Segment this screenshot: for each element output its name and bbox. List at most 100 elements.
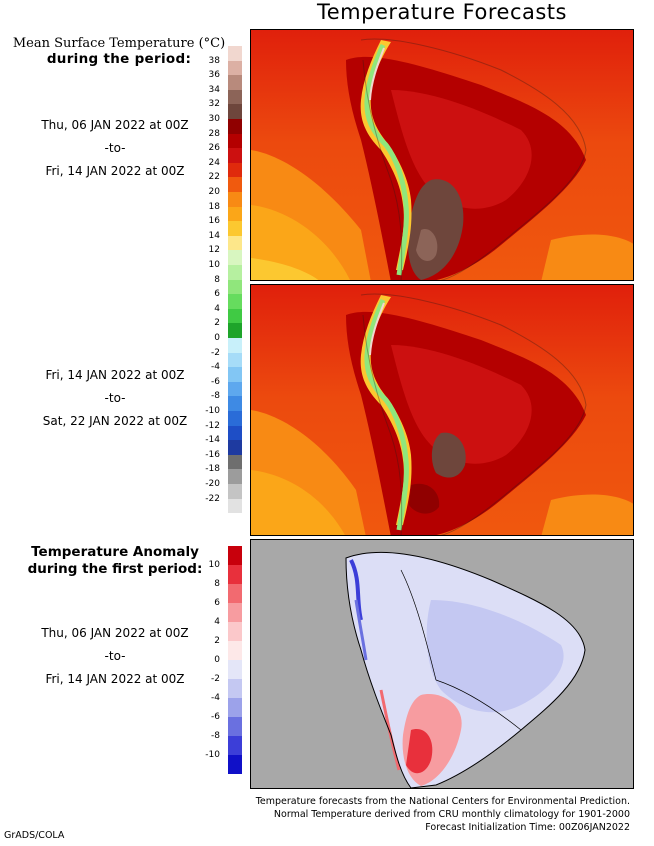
temp-colorbar-label: 26: [208, 143, 220, 154]
temp-colorbar-label: 10: [208, 260, 220, 270]
temp-colorbar-label: -8: [211, 391, 220, 402]
temp-colorbar-swatch: [228, 235, 242, 251]
temp-colorbar-swatch: [228, 425, 242, 441]
temp-colorbar-swatch: [228, 498, 242, 514]
temp-colorbar-swatch: [228, 133, 242, 149]
anomaly-period-sep: -to-: [104, 649, 126, 663]
temp-colorbar-swatch: [228, 411, 242, 426]
footer-line1: Temperature forecasts from the National …: [255, 796, 630, 807]
temp-colorbar-swatch: [228, 381, 242, 397]
temperature-map-period2: [250, 284, 634, 536]
period1-end: Fri, 14 JAN 2022 at 00Z: [45, 164, 185, 178]
anomaly-colorbar-swatch: [228, 717, 242, 736]
grads-credit: GrADS/COLA: [4, 830, 65, 841]
temp-colorbar-label: 0: [214, 333, 220, 343]
temp-colorbar-swatch: [228, 469, 242, 484]
temp-colorbar-label: 14: [208, 230, 220, 241]
temp-colorbar-label: -22: [205, 493, 220, 504]
temp-colorbar-label: -14: [205, 435, 220, 446]
temp-colorbar-swatch: [228, 396, 242, 411]
temp-colorbar-swatch: [228, 484, 242, 499]
temp-colorbar-swatch: [228, 279, 242, 295]
period2-start: Fri, 14 JAN 2022 at 00Z: [45, 368, 185, 382]
temp-colorbar-swatch: [228, 294, 242, 309]
temp-colorbar-label: 20: [208, 187, 220, 197]
temp-colorbar-label: 12: [208, 245, 220, 256]
temp-colorbar-swatch: [228, 221, 242, 236]
temp-colorbar-swatch: [228, 119, 242, 134]
temperature-anomaly-map: [250, 539, 634, 789]
temp-colorbar-swatch: [228, 338, 242, 353]
temp-colorbar-swatch: [228, 162, 242, 178]
anomaly-colorbar-swatch: [228, 622, 242, 641]
temp-colorbar-label: 34: [208, 84, 220, 95]
period1-sep: -to-: [104, 141, 126, 155]
temp-colorbar-label: -16: [205, 449, 220, 460]
temp-colorbar-swatch: [228, 323, 242, 338]
temp-colorbar-swatch: [228, 250, 242, 265]
anomaly-colorbar-swatch: [228, 736, 242, 755]
anomaly-colorbar-label: 2: [214, 636, 220, 646]
anomaly-colorbar-swatch: [228, 698, 242, 717]
anomaly-colorbar-swatch: [228, 603, 242, 622]
temp-colorbar-label: -18: [205, 464, 220, 475]
temp-colorbar-label: 18: [208, 201, 220, 212]
temp-colorbar-swatch: [228, 104, 242, 119]
period1-start: Thu, 06 JAN 2022 at 00Z: [41, 118, 189, 132]
temp-colorbar-label: 24: [208, 157, 220, 168]
temp-colorbar-swatch: [228, 148, 242, 163]
anomaly-colorbar-label: 0: [214, 655, 220, 665]
anomaly-colorbar-swatch: [228, 641, 242, 660]
anomaly-colorbar-label: -8: [211, 731, 220, 741]
temp-colorbar-swatch: [228, 75, 242, 90]
period2-end: Sat, 22 JAN 2022 at 00Z: [42, 414, 188, 428]
temp-colorbar-label: 30: [208, 114, 220, 124]
temp-colorbar-label: 4: [214, 303, 220, 314]
footer-line3: Forecast Initialization Time: 00Z06JAN20…: [425, 822, 630, 833]
anomaly-colorbar-swatch: [228, 679, 242, 698]
anomaly-colorbar-label: -6: [211, 712, 220, 722]
anomaly-period-start: Thu, 06 JAN 2022 at 00Z: [41, 626, 189, 640]
temp-colorbar-label: 8: [214, 274, 220, 285]
temp-legend-heading: Mean Surface Temperature (°C): [12, 36, 226, 51]
temp-colorbar-label: -4: [211, 362, 220, 373]
temp-colorbar-label: -6: [211, 376, 220, 387]
anomaly-colorbar-label: 4: [214, 617, 220, 627]
temp-colorbar-label: -20: [205, 479, 220, 489]
temp-colorbar-label: -12: [205, 420, 220, 431]
anomaly-legend-subheading: during the first period:: [27, 561, 203, 577]
page-title: Temperature Forecasts: [316, 0, 567, 24]
temp-colorbar-label: -2: [211, 347, 220, 358]
temp-colorbar-label: -10: [205, 406, 220, 416]
temp-colorbar-label: 16: [208, 216, 220, 227]
temp-colorbar-label: 38: [208, 55, 220, 66]
anomaly-period-end: Fri, 14 JAN 2022 at 00Z: [45, 672, 185, 686]
temp-colorbar-label: 28: [208, 128, 220, 139]
temp-colorbar-swatch: [228, 440, 242, 455]
temp-legend-subheading: during the period:: [46, 51, 192, 67]
period2-sep: -to-: [104, 391, 126, 405]
temp-colorbar-label: 2: [214, 318, 220, 329]
anomaly-colorbar-swatch: [228, 755, 242, 774]
temp-colorbar-swatch: [228, 192, 242, 207]
temp-colorbar-swatch: [228, 308, 242, 324]
temp-colorbar-swatch: [228, 206, 242, 222]
anomaly-colorbar-label: 8: [214, 579, 220, 589]
anomaly-colorbar-swatch: [228, 565, 242, 584]
anomaly-legend-heading: Temperature Anomaly: [31, 544, 199, 560]
temperature-map-period1: [250, 29, 634, 281]
temp-colorbar-swatch: [228, 60, 242, 76]
temp-colorbar-swatch: [228, 177, 242, 192]
temp-colorbar-swatch: [228, 367, 242, 382]
temp-colorbar-swatch: [228, 454, 242, 470]
anomaly-colorbar-swatch: [228, 546, 242, 565]
anomaly-colorbar-swatch: [228, 584, 242, 603]
temp-colorbar-swatch: [228, 352, 242, 368]
anomaly-colorbar-label: -10: [205, 750, 220, 760]
anomaly-colorbar-swatch: [228, 660, 242, 679]
temp-colorbar-swatch: [228, 265, 242, 280]
temp-colorbar-label: 36: [208, 70, 220, 81]
footer-line2: Normal Temperature derived from CRU mont…: [273, 809, 630, 820]
temp-colorbar-swatch: [228, 89, 242, 105]
anomaly-colorbar-label: -2: [211, 674, 220, 684]
